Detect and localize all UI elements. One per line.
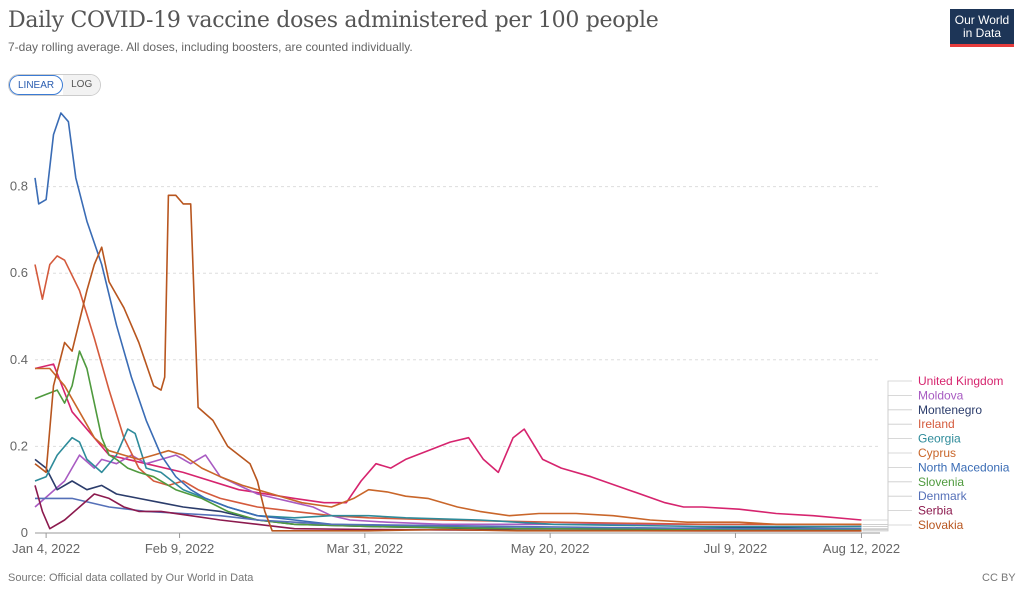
series-line-slovenia xyxy=(34,350,862,531)
legend-connector xyxy=(862,452,912,525)
x-tick-label: Aug 12, 2022 xyxy=(823,541,900,556)
series-line-united-kingdom xyxy=(34,363,862,521)
x-tick-label: Mar 31, 2022 xyxy=(327,541,404,556)
x-tick-label: Feb 9, 2022 xyxy=(145,541,214,556)
legend-label-denmark: Denmark xyxy=(918,489,968,503)
legend-connector xyxy=(862,423,912,525)
y-tick-label: 0.2 xyxy=(10,438,28,453)
series-line-ireland xyxy=(34,255,862,526)
y-tick-label: 0.8 xyxy=(10,179,28,194)
legend-connector xyxy=(862,481,912,530)
legend-label-north-macedonia: North Macedonia xyxy=(918,460,1010,474)
series-line-moldova xyxy=(34,454,862,526)
source-note: Source: Official data collated by Our Wo… xyxy=(8,572,254,584)
series-line-denmark xyxy=(35,497,862,530)
legend-connector xyxy=(862,510,912,532)
legend-label-slovenia: Slovenia xyxy=(918,475,964,489)
legend-connector xyxy=(862,380,912,521)
owid-logo[interactable]: Our World in Data xyxy=(950,9,1014,47)
series-line-georgia xyxy=(34,428,862,528)
log-scale-button[interactable]: LOG xyxy=(63,75,101,95)
legend-connector xyxy=(862,524,912,532)
legend-label-united-kingdom: United Kingdom xyxy=(918,374,1003,388)
series-line-cyprus xyxy=(35,367,862,526)
legend-connector xyxy=(862,409,912,527)
x-tick-label: May 20, 2022 xyxy=(511,541,590,556)
legend-label-ireland: Ireland xyxy=(918,417,955,431)
y-tick-label: 0.6 xyxy=(10,265,28,280)
x-tick-label: Jul 9, 2022 xyxy=(704,541,768,556)
chart-title: Daily COVID-19 vaccine doses administere… xyxy=(8,8,659,33)
x-tick-label: Jan 4, 2022 xyxy=(12,541,80,556)
license-link[interactable]: CC BY xyxy=(982,572,1016,584)
legend-label-slovakia: Slovakia xyxy=(918,518,964,532)
legend-label-serbia: Serbia xyxy=(918,504,953,518)
legend-connector xyxy=(862,495,912,530)
legend-connector xyxy=(862,395,912,525)
y-tick-label: 0 xyxy=(21,525,28,540)
logo-line-2: in Data xyxy=(962,26,1002,40)
y-tick-label: 0.4 xyxy=(10,352,28,367)
legend-connector xyxy=(862,438,912,527)
series-line-slovakia xyxy=(34,194,862,532)
legend-label-moldova: Moldova xyxy=(918,388,964,402)
legend-label-georgia: Georgia xyxy=(918,432,961,446)
chart-subtitle: 7-day rolling average. All doses, includ… xyxy=(8,40,413,54)
linear-scale-button[interactable]: LINEAR xyxy=(9,75,64,95)
legend-label-montenegro: Montenegro xyxy=(918,403,982,417)
legend-label-cyprus: Cyprus xyxy=(918,446,956,460)
scale-toggle: LINEAR LOG xyxy=(8,74,102,96)
logo-line-1: Our World xyxy=(954,13,1010,27)
